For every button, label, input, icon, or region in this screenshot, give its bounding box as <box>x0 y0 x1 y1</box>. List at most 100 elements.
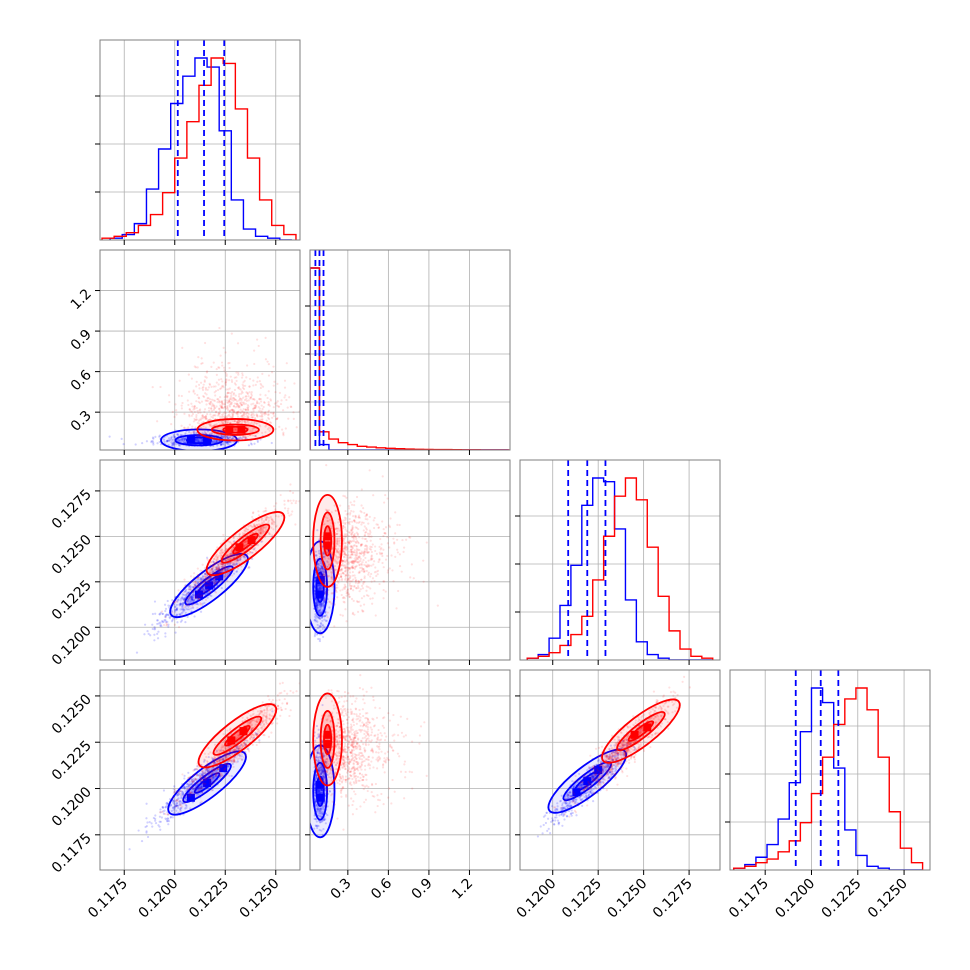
red-scatter-point <box>336 539 339 542</box>
blue-scatter-point <box>150 441 153 444</box>
red-scatter-point <box>265 517 268 520</box>
blue-scatter-point <box>178 438 182 441</box>
red-scatter-point <box>195 400 198 403</box>
red-scatter-point <box>225 421 228 424</box>
blue-scatter-point <box>228 440 232 444</box>
red-scatter-point <box>360 523 363 526</box>
red-scatter-point <box>268 404 271 407</box>
blue-scatter-point <box>318 588 321 591</box>
red-scatter-point <box>225 378 228 381</box>
red-scatter-point <box>183 578 186 581</box>
blue-density-peak <box>215 572 224 581</box>
red-scatter-point <box>234 394 237 397</box>
blue-scatter-point <box>193 598 196 602</box>
blue-scatter-point <box>193 583 197 586</box>
red-scatter-point <box>258 535 261 538</box>
red-scatter-point <box>380 552 384 555</box>
red-scatter-point <box>323 523 326 526</box>
red-scatter-point <box>358 590 361 593</box>
red-scatter-point <box>220 387 223 390</box>
red-scatter-point <box>219 576 223 579</box>
red-scatter-point <box>357 542 360 545</box>
blue-scatter-point <box>145 440 149 443</box>
red-scatter-point <box>360 552 363 555</box>
red-scatter-point <box>383 580 386 583</box>
red-scatter-point <box>189 589 192 592</box>
red-scatter-point <box>218 326 221 330</box>
red-scatter-point <box>219 354 222 357</box>
blue-scatter-point <box>120 437 123 440</box>
red-scatter-point <box>294 523 297 526</box>
blue-scatter-point <box>201 588 204 591</box>
red-scatter-point <box>262 519 266 523</box>
red-scatter-point <box>266 360 269 363</box>
blue-scatter-point <box>315 614 319 617</box>
red-scatter-point <box>241 421 244 424</box>
red-scatter-point <box>212 557 216 561</box>
red-scatter-point <box>226 556 229 559</box>
red-scatter-point <box>232 397 236 400</box>
red-scatter-point <box>344 608 347 611</box>
red-scatter-point <box>344 528 347 531</box>
blue-scatter-point <box>322 555 325 559</box>
red-scatter-point <box>203 581 206 584</box>
red-scatter-point <box>245 543 249 546</box>
red-scatter-point <box>224 407 228 410</box>
blue-scatter-point <box>173 436 176 439</box>
blue-scatter-point <box>315 602 318 606</box>
red-scatter-point <box>209 424 212 427</box>
red-scatter-point <box>344 564 348 568</box>
red-scatter-point <box>199 418 203 421</box>
red-scatter-point <box>213 579 216 582</box>
red-scatter-point <box>339 589 342 592</box>
red-scatter-point <box>425 541 428 544</box>
red-scatter-point <box>346 592 349 595</box>
red-scatter-point <box>194 585 197 588</box>
red-scatter-point <box>208 570 211 574</box>
blue-scatter-point <box>324 611 327 614</box>
red-scatter-point <box>208 398 212 401</box>
red-scatter-point <box>372 494 375 497</box>
red-scatter-point <box>197 585 200 588</box>
red-scatter-point <box>267 401 270 404</box>
red-scatter-point <box>344 546 347 549</box>
red-scatter-point <box>243 555 246 558</box>
red-scatter-point <box>252 523 256 527</box>
red-scatter-point <box>359 510 362 513</box>
blue-scatter-point <box>313 585 317 588</box>
red-scatter-point <box>369 531 372 534</box>
blue-scatter-point <box>188 601 191 604</box>
red-scatter-point <box>228 366 231 370</box>
red-scatter-point <box>363 563 366 566</box>
red-scatter-point <box>236 411 240 414</box>
red-scatter-point <box>228 411 231 414</box>
red-scatter-point <box>218 401 221 404</box>
red-scatter-point <box>197 434 200 437</box>
red-scatter-point <box>215 567 219 570</box>
red-scatter-point <box>224 381 227 384</box>
red-scatter-point <box>218 410 222 413</box>
red-scatter-point <box>206 580 209 584</box>
red-scatter-point <box>262 510 265 513</box>
red-scatter-point <box>396 551 399 554</box>
red-scatter-point <box>208 584 212 588</box>
red-scatter-point <box>195 418 198 421</box>
red-scatter-point <box>225 559 228 562</box>
blue-scatter-point <box>319 625 322 628</box>
red-scatter-point <box>334 568 337 571</box>
red-scatter-point <box>326 571 329 574</box>
red-scatter-point <box>227 391 230 394</box>
red-scatter-point <box>363 595 366 598</box>
red-scatter-point <box>200 435 203 438</box>
red-scatter-point <box>231 409 234 413</box>
red-scatter-point <box>208 575 212 578</box>
blue-scatter-point <box>319 607 322 610</box>
red-scatter-point <box>353 584 356 588</box>
blue-scatter-point <box>317 583 320 586</box>
red-scatter-point <box>255 524 258 527</box>
red-scatter-point <box>251 416 254 419</box>
blue-scatter-point <box>183 609 186 612</box>
red-scatter-point <box>357 580 360 583</box>
red-scatter-point <box>364 515 367 518</box>
red-scatter-point <box>348 577 351 580</box>
